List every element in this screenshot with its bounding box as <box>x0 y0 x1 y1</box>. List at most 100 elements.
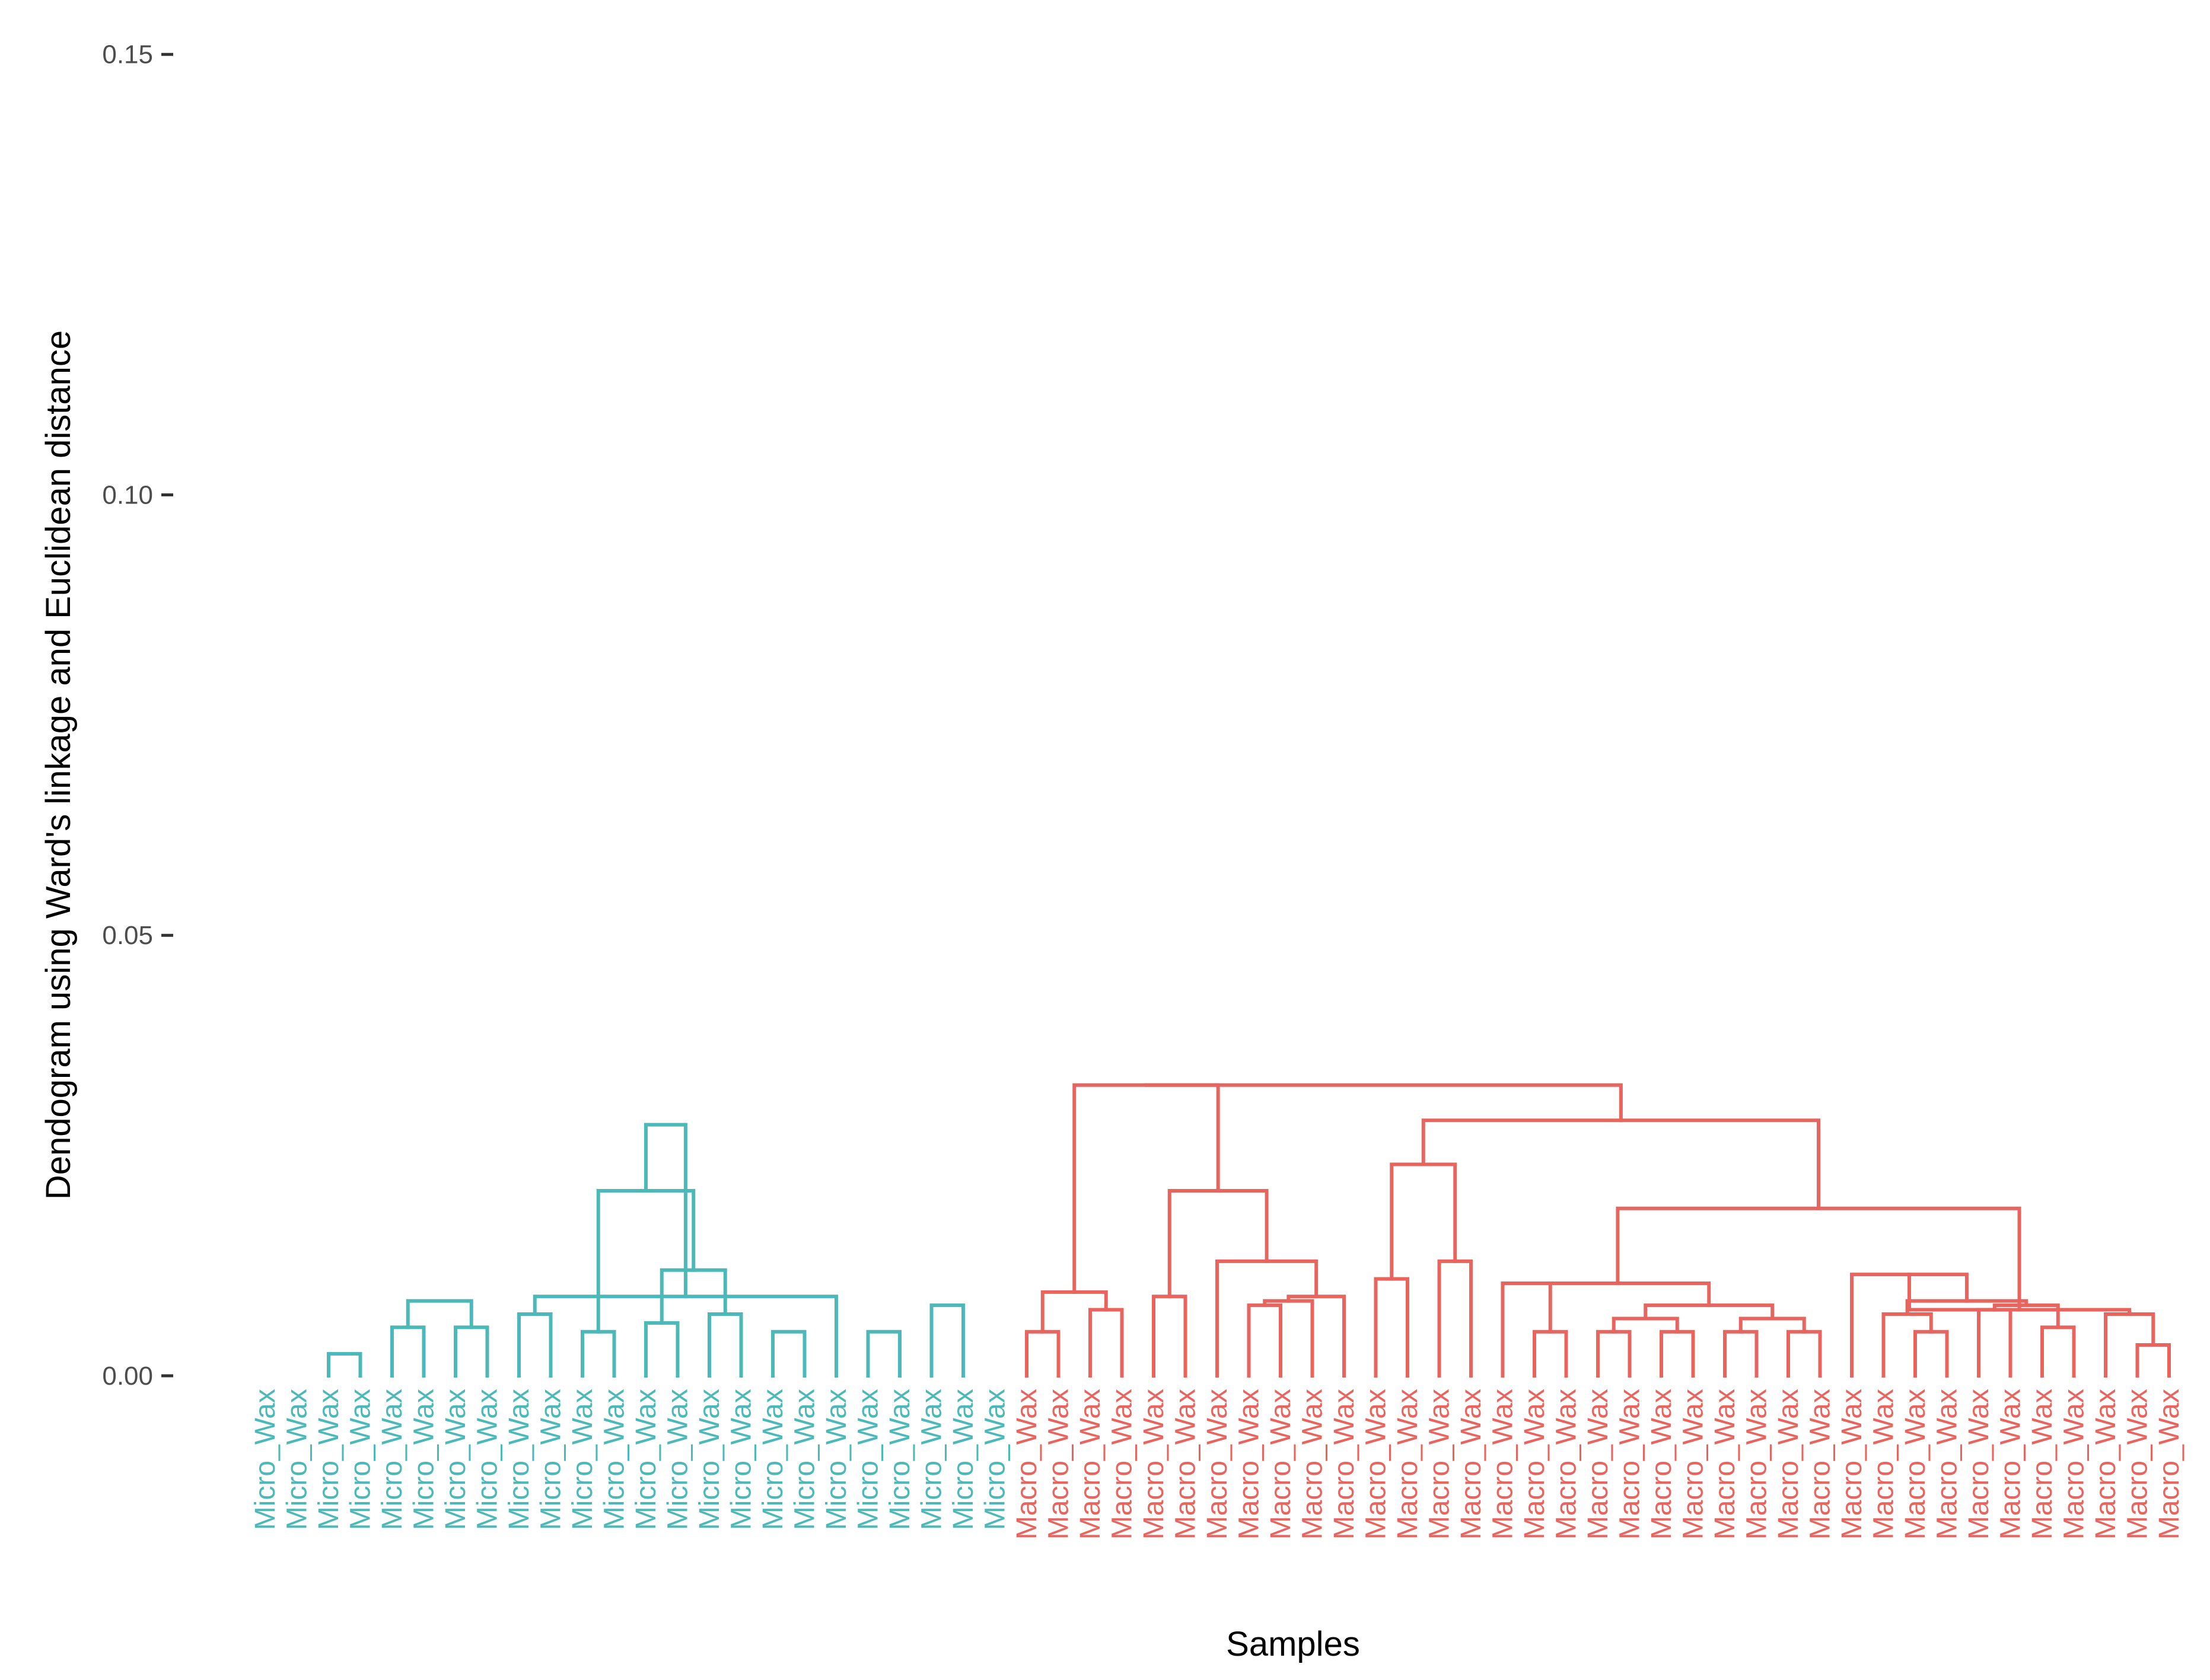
leaf-label: Macro_Wax <box>1138 1389 1170 1539</box>
dendrogram-branch <box>1905 1299 2029 1316</box>
dendrogram-branch <box>2135 1343 2171 1378</box>
leaf-label: Micro_Wax <box>630 1389 662 1530</box>
leaf-label: Macro_Wax <box>1170 1389 1202 1539</box>
leaf-label: Micro_Wax <box>694 1389 725 1530</box>
dendrogram-branch <box>1437 1259 1473 1378</box>
dendrogram-branch <box>1596 1330 1632 1378</box>
leaf-label: Macro_Wax <box>1202 1389 1233 1539</box>
y-tick-label: 0.15 <box>102 40 153 69</box>
leaf-label: Macro_Wax <box>1932 1389 1963 1539</box>
leaf-label: Micro_Wax <box>757 1389 789 1530</box>
dendrogram-branch <box>929 1303 965 1378</box>
dendrogram-branch <box>581 1330 616 1378</box>
y-axis-title: Dendogram using Ward's linkage and Eucli… <box>39 330 78 1200</box>
leaf-label: Micro_Wax <box>599 1389 630 1530</box>
dendrogram-branch <box>1787 1330 1822 1378</box>
dendrogram-branch <box>708 1312 743 1378</box>
dendrogram-branch <box>1913 1330 1949 1378</box>
leaf-label: Micro_Wax <box>821 1389 852 1530</box>
leaf-label: Micro_Wax <box>409 1389 440 1530</box>
leaf-label: Macro_Wax <box>1424 1389 1456 1539</box>
leaf-label: Micro_Wax <box>916 1389 948 1530</box>
leaf-label: Micro_Wax <box>345 1389 377 1530</box>
dendrogram-branch <box>1374 1277 1409 1378</box>
leaf-label: Macro_Wax <box>1361 1389 1392 1539</box>
dendrogram-branch <box>596 1189 696 1334</box>
leaf-label: Micro_Wax <box>504 1389 535 1530</box>
dendrogram-branch <box>1881 1312 1933 1378</box>
leaf-label: Micro_Wax <box>567 1389 598 1530</box>
dendrogram-branch <box>1040 1290 1108 1334</box>
leaf-label: Micro_Wax <box>536 1389 567 1530</box>
dendrogram-branch <box>454 1325 489 1378</box>
dendrogram-branch <box>1616 1206 2021 1312</box>
x-axis-title: Samples <box>1226 1625 1360 1663</box>
dendrogram-branch <box>1025 1330 1061 1378</box>
dendrogram-branch <box>1144 1083 1623 1123</box>
leaf-label: Macro_Wax <box>1836 1389 1868 1539</box>
y-tick-label: 0.00 <box>102 1362 153 1391</box>
leaf-label: Micro_Wax <box>472 1389 504 1530</box>
dendrogram-branch <box>1215 1259 1319 1378</box>
leaf-label: Micro_Wax <box>884 1389 916 1530</box>
leaf-label: Macro_Wax <box>1075 1389 1106 1539</box>
leaf-label: Macro_Wax <box>2122 1389 2154 1539</box>
dendrogram-branch <box>517 1312 553 1378</box>
leaf-label: Macro_Wax <box>1614 1389 1646 1539</box>
leaf-label: Micro_Wax <box>789 1389 821 1530</box>
dendrogram-branch <box>1421 1118 1820 1210</box>
dendrogram-branch <box>866 1330 902 1378</box>
leaf-label: Macro_Wax <box>1456 1389 1487 1539</box>
leaf-label: Macro_Wax <box>1011 1389 1043 1539</box>
leaf-label: Macro_Wax <box>1582 1389 1614 1539</box>
leaf-label: Macro_Wax <box>1329 1389 1360 1539</box>
leaf-label: Macro_Wax <box>1297 1389 1329 1539</box>
leaf-label: Macro_Wax <box>1995 1389 2027 1539</box>
dendrogram-branch <box>1152 1295 1187 1378</box>
dendrogram-branch <box>1263 1299 1314 1378</box>
dendrogram-branch <box>1660 1330 1695 1378</box>
leaf-label: Macro_Wax <box>1646 1389 1677 1539</box>
leaf-label: Micro_Wax <box>853 1389 884 1530</box>
dendrogram-branch <box>1612 1316 1679 1334</box>
leaf-label: Micro_Wax <box>313 1389 345 1530</box>
y-tick-label: 0.05 <box>102 921 153 950</box>
dendrogram-branch <box>644 1321 680 1378</box>
leaf-label: Macro_Wax <box>1234 1389 1265 1539</box>
leaf-label: Macro_Wax <box>1107 1389 1138 1539</box>
leaf-label: Micro_Wax <box>663 1389 694 1530</box>
leaf-label: Macro_Wax <box>1043 1389 1075 1539</box>
leaf-label: Micro_Wax <box>948 1389 979 1530</box>
leaf-label: Macro_Wax <box>1963 1389 1995 1539</box>
dendrogram-branch <box>1088 1308 1124 1378</box>
leaf-label: Micro_Wax <box>377 1389 408 1530</box>
leaf-label: Micro_Wax <box>440 1389 472 1530</box>
leaf-label: Macro_Wax <box>1488 1389 1519 1539</box>
dendrogram-branch <box>2040 1325 2076 1378</box>
leaf-label: Macro_Wax <box>1265 1389 1297 1539</box>
dendrogram-branches <box>327 1083 2171 1378</box>
leaf-label: Macro_Wax <box>1709 1389 1741 1539</box>
dendrogram-branch <box>1723 1330 1759 1378</box>
dendrogram-branch <box>1644 1303 1775 1321</box>
leaf-label: Macro_Wax <box>2027 1389 2058 1539</box>
leaf-labels: Micro_Wax Micro_Wax Micro_Wax Micro_Wax Micr… <box>250 1389 2185 1539</box>
leaf-label: Micro_Wax <box>726 1389 757 1530</box>
leaf-label: Macro_Wax <box>1900 1389 1931 1539</box>
leaf-label: Macro_Wax <box>1741 1389 1773 1539</box>
dendrogram-branch <box>1533 1330 1568 1378</box>
leaf-label: Macro_Wax <box>1868 1389 1900 1539</box>
dendrogram-branch <box>1247 1303 1282 1378</box>
leaf-label: Macro_Wax <box>1805 1389 1836 1539</box>
y-axis: 0.00 0.05 0.10 0.15 <box>102 40 173 1391</box>
dendrogram-branch <box>406 1299 473 1330</box>
leaf-label: Macro_Wax <box>1519 1389 1550 1539</box>
dendrogram-branch <box>1524 1281 1711 1308</box>
leaf-label: Macro_Wax <box>2154 1389 2185 1539</box>
dendrogram-branch <box>644 1123 687 1299</box>
leaf-label: Macro_Wax <box>1551 1389 1582 1539</box>
leaf-label: Micro_Wax <box>250 1389 281 1530</box>
leaf-label: Macro_Wax <box>2059 1389 2090 1539</box>
